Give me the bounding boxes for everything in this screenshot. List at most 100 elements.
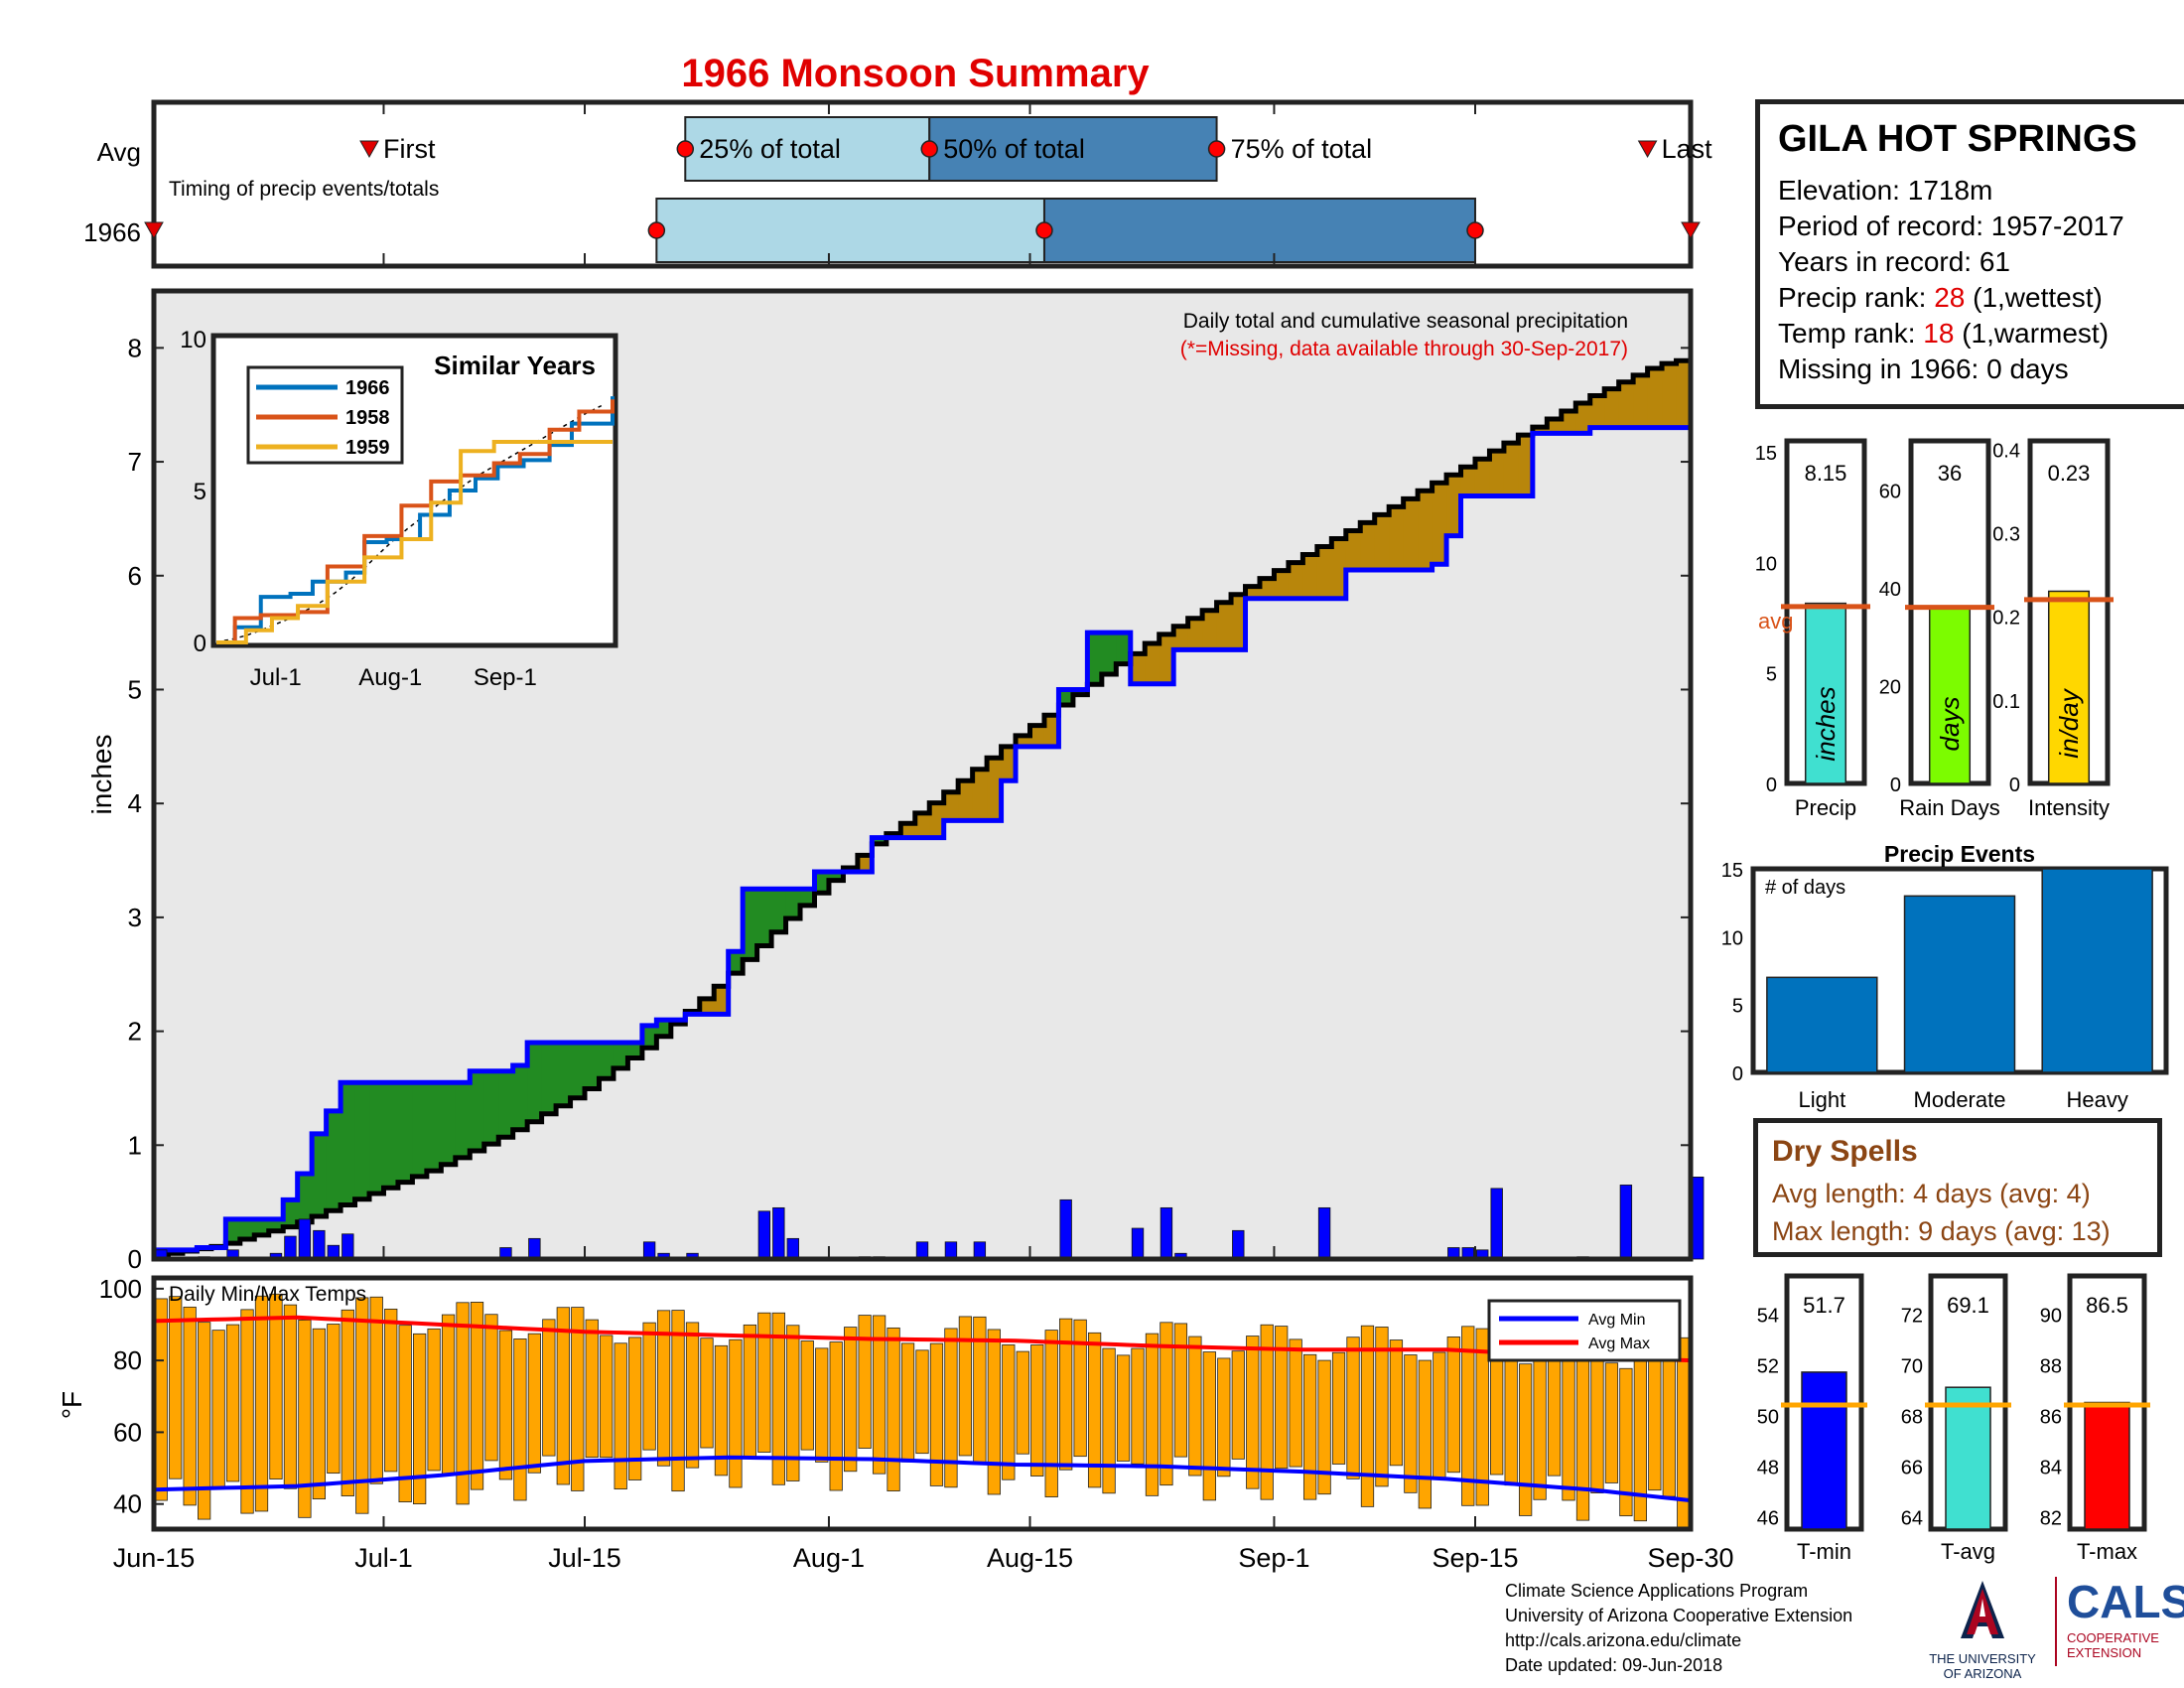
cumulative-difference-fill [1474, 459, 1490, 496]
dry-spells-panel: Dry Spells Avg length: 4 days (avg: 4) M… [1753, 1118, 2162, 1257]
season-raindays-label: Rain Days [1899, 795, 1999, 820]
legend-label-1959: 1959 [345, 437, 390, 459]
daily-temp-bar [815, 1347, 829, 1463]
cumulative-difference-fill [771, 889, 787, 932]
temp-y-tick-label: 80 [113, 1345, 142, 1375]
daily-temp-bar [341, 1309, 354, 1496]
dry-spells-title: Dry Spells [1772, 1135, 1918, 1168]
daily-temp-bar [915, 1349, 929, 1455]
y-tick-label: 7 [128, 447, 142, 477]
daily-precip-bar [1490, 1188, 1503, 1260]
timing-q50-label: 50% of total [943, 134, 1085, 164]
events-ylabel: # of days [1765, 877, 1845, 899]
season-precip-y-tick-label: 0 [1766, 774, 1777, 796]
temperature-title: Daily Min/Max Temps [169, 1283, 366, 1306]
daily-temp-bar [1116, 1354, 1131, 1462]
events-bar-light [1766, 976, 1878, 1073]
station-name: GILA HOT SPRINGS [1778, 118, 2137, 160]
cumulative-difference-fill [1316, 546, 1332, 599]
season-avg-label: avg [1758, 609, 1793, 633]
x-axis-ticks: Jun-15 Jul-1 Jul-15 Aug-1 Aug-15 Sep-1 Sep-15 S… [113, 102, 1734, 1573]
cumulative-difference-fill [1604, 388, 1620, 428]
daily-precip-bar [1232, 1229, 1245, 1260]
daily-temp-bar [887, 1327, 900, 1491]
timing-1966-quantile-marker-1 [647, 221, 666, 239]
credit-line-2: University of Arizona Cooperative Extens… [1505, 1606, 1853, 1625]
season-temp-value-T-avg: 69.1 [1947, 1293, 1989, 1318]
y-tick-label: 8 [128, 333, 142, 362]
cumulative-difference-fill [872, 837, 887, 844]
daily-temp-bar [1260, 1324, 1274, 1500]
cumulative-difference-fill [1360, 522, 1376, 571]
legend-avg-min: Avg Min [1588, 1312, 1646, 1329]
daily-temp-bar [1275, 1326, 1289, 1470]
daily-temp-bar [542, 1319, 556, 1457]
cumulative-difference-fill [1575, 402, 1591, 434]
daily-temp-bar [1231, 1350, 1245, 1460]
daily-temp-bar [685, 1322, 700, 1469]
x-tick-label: Jun-15 [113, 1543, 196, 1573]
daily-temp-bar [1346, 1336, 1360, 1479]
cumulative-difference-fill [527, 1043, 543, 1122]
daily-precip-bar [1317, 1206, 1331, 1260]
daily-temp-bar [1073, 1319, 1087, 1458]
credit-line-3: http://cals.arizona.edu/climate [1505, 1630, 1742, 1650]
daily-temp-bar [1002, 1343, 1016, 1480]
season-intensity-y-tick-label: 0.1 [1992, 691, 2020, 713]
cumulative-difference-fill [1116, 633, 1132, 664]
cumulative-difference-fill [1518, 435, 1534, 496]
cumulative-difference-fill [1187, 618, 1203, 650]
daily-temp-bar [1418, 1359, 1432, 1509]
season-precip-bar [1804, 602, 1847, 784]
cumulative-difference-fill [1403, 498, 1419, 571]
daily-temp-bar [484, 1314, 498, 1462]
cumulative-difference-fill [972, 769, 988, 821]
similar-years-line-1959 [216, 440, 613, 644]
daily-temp-bar [628, 1336, 642, 1480]
season-temp-y-tick-label: 70 [1901, 1355, 1923, 1377]
cumulative-difference-fill [441, 1082, 457, 1165]
daily-temp-bar [1461, 1326, 1475, 1506]
daily-precip-bar [1160, 1206, 1173, 1260]
cumulative-difference-fill [498, 1070, 514, 1138]
cumulative-difference-fill [541, 1043, 557, 1114]
timing-avg-quantile-marker-1 [676, 140, 695, 158]
season-intensity-unit: in/day [2054, 687, 2084, 758]
cumulative-panel: 0 1 2 3 4 5 6 7 8 inches Daily total and cumulat… [86, 288, 1705, 1274]
cumulative-difference-fill [1058, 689, 1074, 705]
cumulative-difference-fill [857, 855, 873, 872]
daily-temp-bar [225, 1324, 240, 1482]
x-tick-label: Aug-15 [987, 1543, 1073, 1573]
cumulative-difference-fill [714, 986, 730, 1015]
inset-x-tick-label: Jul-1 [250, 664, 302, 691]
x-tick-label: Jul-15 [548, 1543, 621, 1573]
timing-avg-quantile-marker-2 [920, 140, 938, 158]
cumulative-difference-fill [1418, 491, 1433, 571]
season-raindays-y-tick-label: 20 [1879, 676, 1901, 698]
timing-avg-quantile-marker-3 [1207, 140, 1226, 158]
cumulative-difference-fill [455, 1082, 471, 1158]
cumulative-difference-fill [958, 780, 974, 821]
cumulative-difference-fill [1016, 735, 1031, 747]
cumulative-difference-fill [1101, 633, 1117, 674]
cumulative-difference-fill [1202, 610, 1218, 650]
cumulative-difference-fill [225, 1218, 241, 1244]
daily-temp-bar [1504, 1357, 1518, 1486]
daily-precip-bar [1692, 1177, 1705, 1260]
cumulative-difference-fill [1274, 570, 1290, 599]
daily-temp-bar [1160, 1322, 1173, 1486]
ua-line-1: THE UNIVERSITY [1929, 1651, 2036, 1666]
inset-y-tick-label: 5 [194, 479, 206, 505]
daily-temp-bar [384, 1308, 398, 1473]
daily-temp-bar [169, 1296, 183, 1479]
cumulative-difference-fill [1173, 626, 1189, 650]
daily-temp-bar [498, 1330, 513, 1480]
daily-precip-bar [772, 1206, 785, 1260]
season-precip-unit: inches [1811, 686, 1841, 761]
ua-line-2: OF ARIZONA [1943, 1666, 2022, 1681]
daily-temp-bar [1604, 1362, 1619, 1483]
cumulative-difference-fill [1374, 514, 1390, 571]
daily-temp-bar [786, 1325, 800, 1481]
cumulative-difference-fill [627, 1043, 643, 1058]
season-raindays-unit: days [1935, 697, 1965, 752]
